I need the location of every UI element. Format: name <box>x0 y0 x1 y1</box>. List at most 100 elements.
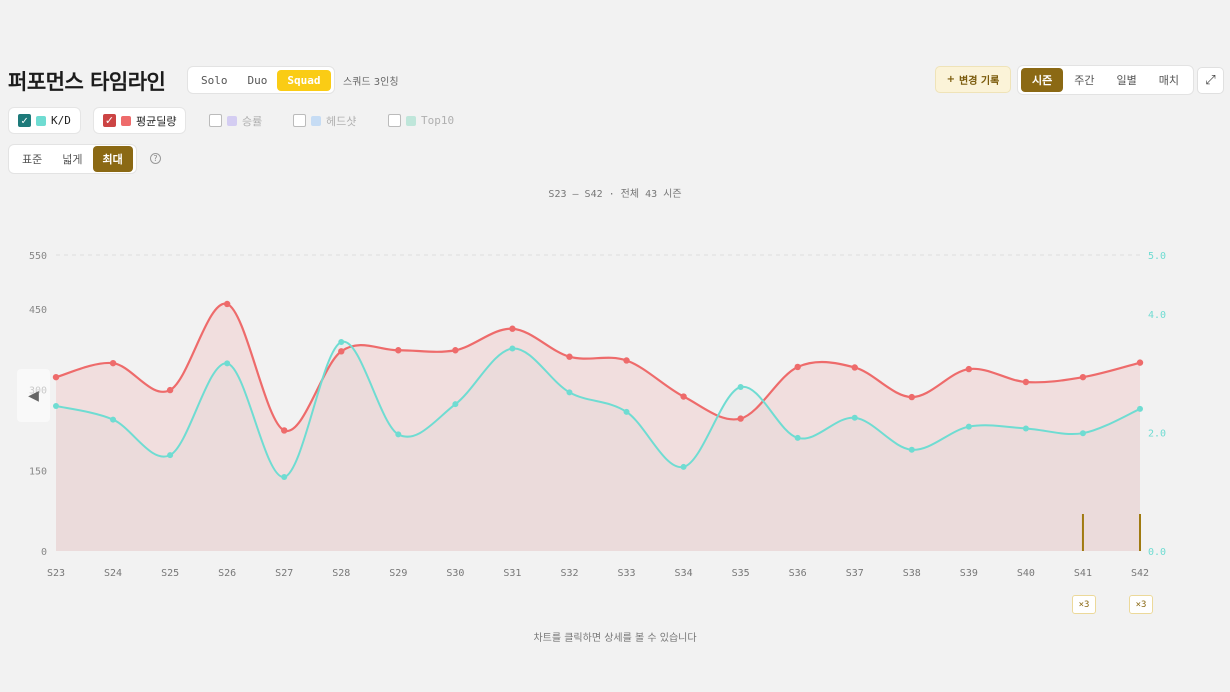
mode-squad[interactable]: Squad <box>277 69 331 91</box>
x-tick-label: S34 <box>675 568 693 579</box>
expand-icon[interactable]: ⤢ <box>1197 67 1224 94</box>
help-icon[interactable]: ? <box>150 153 161 164</box>
top10-swatch <box>406 115 416 126</box>
x-tick-label: S30 <box>446 568 464 579</box>
width-max[interactable]: 최대 <box>92 146 133 172</box>
kd-point <box>167 452 174 459</box>
damage-point <box>395 347 402 354</box>
damage-point <box>851 364 858 371</box>
headshot-swatch <box>311 115 321 126</box>
winrate-swatch <box>227 115 237 126</box>
x-tick-label: S35 <box>732 568 750 579</box>
kd-point <box>338 339 345 346</box>
season-badge[interactable]: ×3 <box>1072 595 1096 614</box>
kd-point <box>224 360 231 367</box>
damage-point <box>1022 378 1030 386</box>
period-daily[interactable]: 일별 <box>1116 74 1137 87</box>
kd-swatch <box>36 115 46 126</box>
squad-note: 스쿼드 3인칭 <box>343 77 399 88</box>
metric-toggle-damage[interactable]: ✓ 평균딜량 <box>93 107 187 134</box>
season-badge[interactable]: ×3 <box>1129 595 1153 614</box>
scroll-left-icon[interactable]: ◀ <box>17 369 50 422</box>
x-tick-label: S37 <box>846 568 864 579</box>
period-selector: 시즌 주간 일별 매치 <box>1017 65 1194 95</box>
x-tick-label: S23 <box>47 568 65 579</box>
kd-point <box>680 463 687 470</box>
damage-point <box>509 325 516 332</box>
y-right-tick-label: 4.0 <box>1148 310 1166 321</box>
damage-point <box>338 348 345 355</box>
damage-point <box>1136 359 1144 366</box>
x-tick-label: S31 <box>503 568 521 579</box>
damage-point <box>680 393 687 400</box>
damage-point <box>1079 373 1087 381</box>
y-left-tick-label: 150 <box>29 466 47 477</box>
metric-label: K/D <box>51 114 71 127</box>
kd-point <box>452 401 459 408</box>
kd-point <box>281 474 288 480</box>
x-tick-label: S42 <box>1131 568 1149 579</box>
damage-point <box>794 363 801 371</box>
plus-icon: + <box>946 74 956 85</box>
x-tick-label: S27 <box>275 568 293 579</box>
kd-point <box>509 345 516 352</box>
change-log-button[interactable]: + 변경 기록 <box>935 66 1011 93</box>
period-match[interactable]: 매치 <box>1158 74 1179 87</box>
y-right-tick-label: 2.0 <box>1148 429 1166 440</box>
metric-label: 평균딜량 <box>136 114 177 128</box>
damage-point <box>452 347 459 354</box>
checkbox-unchecked-icon[interactable] <box>388 114 401 127</box>
kd-point <box>737 384 744 391</box>
kd-point <box>1079 430 1086 437</box>
kd-point <box>965 423 972 430</box>
width-wide[interactable]: 넓게 <box>62 153 83 166</box>
x-tick-label: S25 <box>161 568 179 579</box>
kd-point <box>851 414 858 421</box>
season-range: S23 – S42 · 전체 43 시즌 <box>548 189 682 200</box>
checkbox-checked-icon[interactable]: ✓ <box>18 114 31 127</box>
metric-toggle-winrate[interactable]: 승률 <box>200 107 271 134</box>
damage-point <box>566 353 573 360</box>
checkbox-unchecked-icon[interactable] <box>209 114 222 127</box>
x-tick-label: S33 <box>617 568 635 579</box>
damage-point <box>623 357 630 364</box>
mode-selector: Solo Duo Squad <box>187 66 335 94</box>
metric-label: 헤드샷 <box>326 114 357 128</box>
period-season[interactable]: 시즌 <box>1021 68 1064 92</box>
x-tick-label: S24 <box>104 568 122 579</box>
kd-point <box>908 446 915 453</box>
kd-point <box>1137 405 1143 412</box>
kd-point <box>110 416 117 423</box>
kd-point <box>1022 425 1029 432</box>
kd-point <box>566 389 573 396</box>
x-tick-label: S28 <box>332 568 350 579</box>
x-tick-label: S39 <box>960 568 978 579</box>
damage-point <box>281 427 288 434</box>
checkbox-checked-icon[interactable]: ✓ <box>103 114 116 127</box>
period-weekly[interactable]: 주간 <box>1074 74 1095 87</box>
kd-point <box>395 431 402 438</box>
y-left-tick-label: 550 <box>29 251 47 262</box>
damage-point <box>737 415 744 422</box>
metric-label: 승률 <box>242 114 263 128</box>
width-selector: 표준 넓게 최대 <box>8 144 137 174</box>
metric-toggle-headshot[interactable]: 헤드샷 <box>284 107 365 134</box>
kd-point <box>623 408 630 415</box>
change-log-label: 변경 기록 <box>959 76 1000 87</box>
page-title: 퍼포먼스 타임라인 <box>8 70 166 94</box>
damage-point <box>52 373 60 381</box>
mode-solo[interactable]: Solo <box>201 73 228 87</box>
y-left-tick-label: 0 <box>41 547 47 558</box>
mode-duo[interactable]: Duo <box>247 73 268 87</box>
checkbox-unchecked-icon[interactable] <box>293 114 306 127</box>
y-right-tick-label: 5.0 <box>1148 251 1166 262</box>
damage-point <box>109 359 117 367</box>
y-left-tick-label: 450 <box>29 305 47 316</box>
damage-swatch <box>121 115 131 126</box>
width-standard[interactable]: 표준 <box>22 153 43 166</box>
chart-hint: 차트를 클릭하면 상세를 볼 수 있습니다 <box>533 633 697 644</box>
metric-toggle-top10[interactable]: Top10 <box>379 107 463 134</box>
metric-toggle-kd[interactable]: ✓ K/D <box>8 107 81 134</box>
y-right-tick-label: 0.0 <box>1148 547 1166 558</box>
